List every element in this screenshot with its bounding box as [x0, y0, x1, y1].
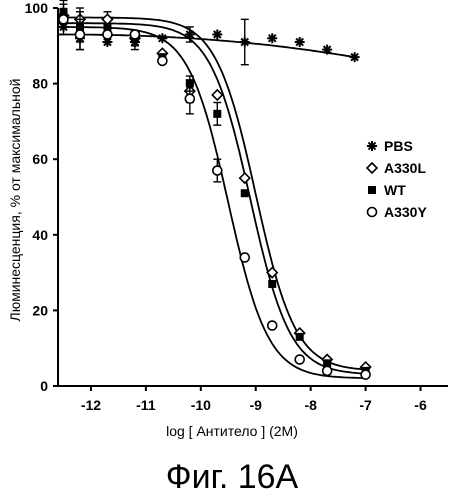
square-shape	[296, 333, 304, 341]
point-a330y	[361, 370, 370, 379]
circle-shape	[240, 253, 249, 262]
point-wt	[296, 333, 304, 341]
point-a330y	[130, 30, 139, 39]
circle-shape	[368, 208, 377, 217]
x-tick-label: -6	[414, 397, 427, 413]
point-a330l	[240, 173, 250, 183]
circle-shape	[295, 355, 304, 364]
y-tick-label: 60	[32, 151, 48, 167]
y-tick-label: 80	[32, 76, 48, 92]
y-tick-label: 20	[32, 302, 48, 318]
x-tick-label: -10	[191, 397, 211, 413]
circle-shape	[103, 30, 112, 39]
legend-label-a330y: A330Y	[384, 204, 427, 220]
x-tick-label: -8	[304, 397, 317, 413]
figure-caption: Фиг. 16А	[166, 458, 299, 496]
point-a330y	[75, 30, 84, 39]
y-tick-label: 0	[40, 378, 48, 394]
circle-shape	[75, 30, 84, 39]
legend-marker-a330l	[367, 163, 377, 173]
diamond-shape	[367, 163, 377, 173]
x-tick-label: -12	[81, 397, 101, 413]
legend-label-pbs: PBS	[384, 138, 413, 154]
x-tick-label: -7	[359, 397, 372, 413]
point-wt	[268, 280, 276, 288]
point-a330y	[295, 355, 304, 364]
diamond-shape	[240, 173, 250, 183]
point-a330y	[103, 30, 112, 39]
x-axis-title: log [ Антитело ] (2M)	[166, 423, 298, 439]
point-pbs	[212, 29, 222, 39]
point-a330y	[240, 253, 249, 262]
point-pbs	[185, 29, 195, 39]
point-pbs	[240, 37, 250, 47]
y-tick-label: 100	[25, 0, 49, 16]
point-a330y	[268, 321, 277, 330]
legend-marker-pbs	[367, 141, 377, 151]
point-pbs	[295, 37, 305, 47]
point-a330y	[323, 366, 332, 375]
y-axis-title: Люминесценция, % от максимальной	[7, 79, 23, 322]
legend-label-wt: WT	[384, 182, 406, 198]
point-a330y	[213, 166, 222, 175]
square-shape	[241, 189, 249, 197]
point-wt	[241, 189, 249, 197]
point-pbs	[322, 45, 332, 55]
legend: PBS A330L WT A330Y	[367, 138, 427, 220]
tick-labels: 0 20 40 60 80 100 -12 -11 -10 -9 -8 -7 -6	[25, 0, 427, 413]
point-a330y	[59, 15, 68, 24]
circle-shape	[130, 30, 139, 39]
square-shape	[213, 110, 221, 118]
circle-shape	[213, 166, 222, 175]
diamond-shape	[212, 90, 222, 100]
fit-curves	[58, 18, 366, 379]
x-tick-label: -9	[250, 397, 263, 413]
square-shape	[268, 280, 276, 288]
point-pbs	[157, 33, 167, 43]
circle-shape	[268, 321, 277, 330]
fit-curve-a330l	[58, 18, 366, 370]
point-a330y	[158, 56, 167, 65]
legend-marker-a330y	[368, 208, 377, 217]
circle-shape	[361, 370, 370, 379]
circle-shape	[323, 366, 332, 375]
fit-curve-a330y	[58, 27, 366, 378]
point-wt	[213, 110, 221, 118]
y-tick-label: 40	[32, 227, 48, 243]
x-tick-label: -11	[136, 397, 156, 413]
point-a330l	[212, 90, 222, 100]
legend-label-a330l: A330L	[384, 160, 426, 176]
circle-shape	[158, 56, 167, 65]
point-a330y	[185, 94, 194, 103]
legend-marker-wt	[368, 186, 376, 194]
point-pbs	[267, 33, 277, 43]
point-pbs	[350, 52, 360, 62]
fit-curve-wt	[58, 23, 366, 374]
circle-shape	[59, 15, 68, 24]
square-shape	[368, 186, 376, 194]
circle-shape	[185, 94, 194, 103]
